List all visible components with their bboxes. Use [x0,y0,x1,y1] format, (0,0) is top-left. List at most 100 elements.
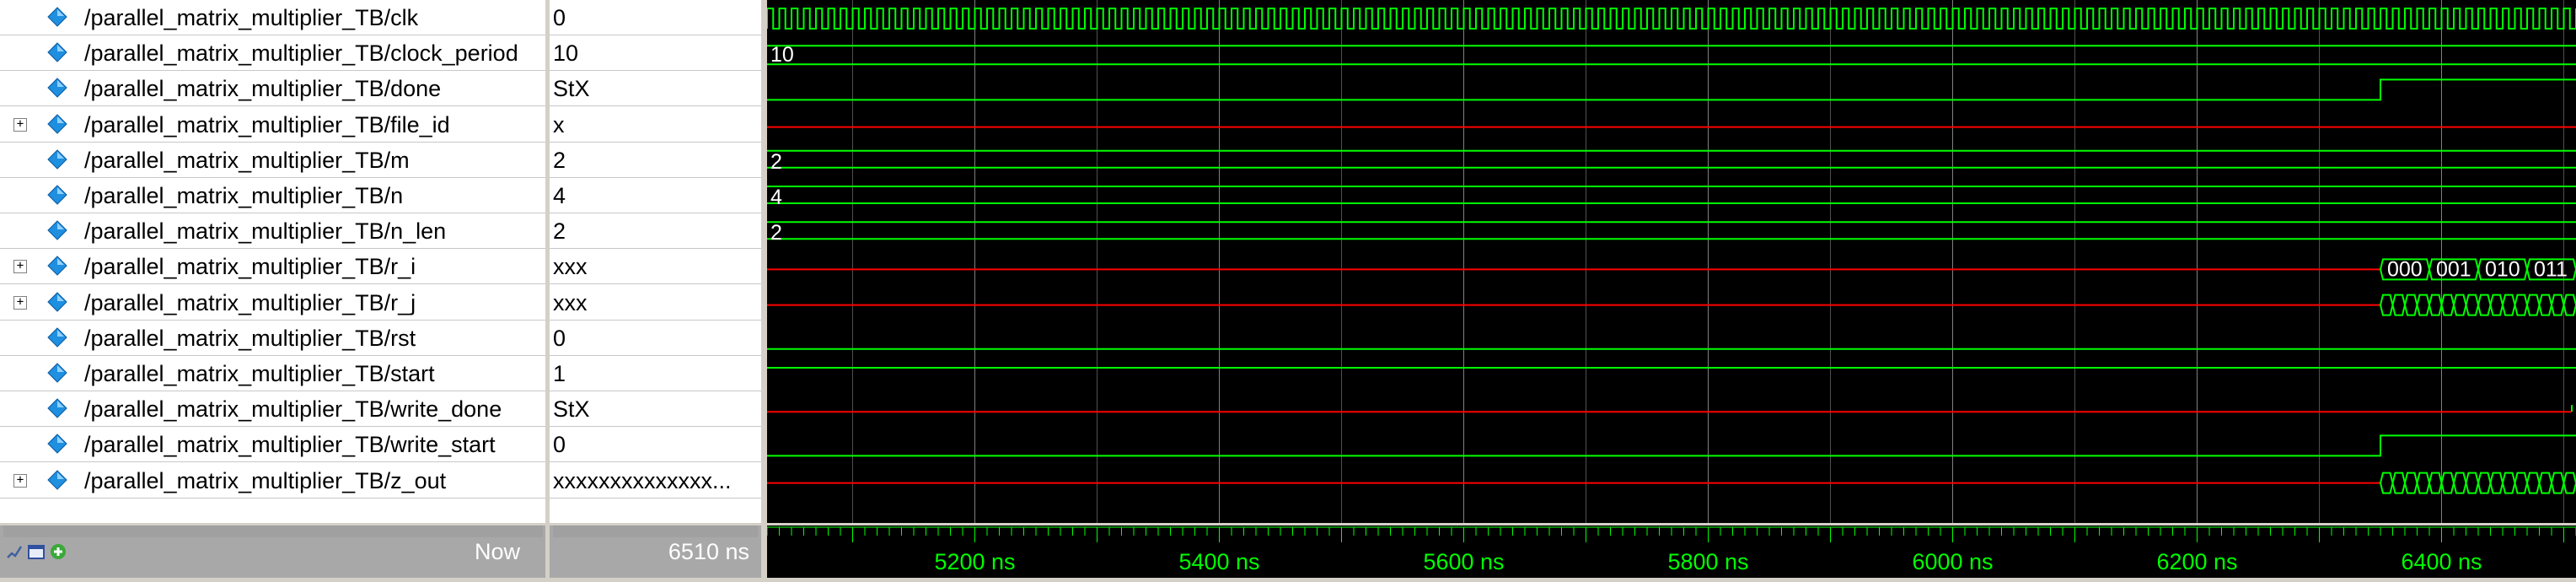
diamond-signal-icon [47,149,67,170]
signal-name[interactable]: /parallel_matrix_multiplier_TB/r_i [84,254,416,280]
value-row-z-out[interactable]: xxxxxxxxxxxxxx... [550,463,761,498]
ruler-tick-label: 5600 ns [1423,549,1504,574]
z-out-segment [2442,473,2455,493]
expand-plus-icon[interactable]: + [13,260,27,273]
value-row-n[interactable]: 4 [550,178,761,213]
diamond-signal-icon [47,363,67,383]
signal-name[interactable]: /parallel_matrix_multiplier_TB/clock_per… [84,40,518,67]
z-out-segment [2552,473,2564,493]
diamond-signal-icon [47,327,67,348]
value-row-r-j[interactable]: xxx [550,285,761,321]
value-row-clock-period[interactable]: 10 [550,35,761,71]
diamond-signal-icon [47,220,67,240]
clk-wave [767,8,2576,29]
signal-name-pane: /parallel_matrix_multiplier_TB/clk/paral… [0,0,545,523]
signal-name[interactable]: /parallel_matrix_multiplier_TB/done [84,76,441,102]
signal-value: StX [553,76,590,102]
toolbar-edit-icon[interactable] [5,542,24,561]
value-row-start[interactable]: 1 [550,356,761,391]
z-out-segment [2466,473,2479,493]
r-j-segment [2515,295,2528,315]
value-pane-scrollbar[interactable] [553,525,758,537]
ruler-tick-label: 5800 ns [1667,549,1748,574]
diamond-signal-icon [47,185,67,205]
r-i-value-label: 001 [2436,257,2471,281]
signal-name[interactable]: /parallel_matrix_multiplier_TB/write_don… [84,396,502,423]
value-row-r-i[interactable]: xxx [550,249,761,284]
n-label: 4 [770,186,782,209]
r-j-segment [2478,295,2491,315]
signal-name[interactable]: /parallel_matrix_multiplier_TB/z_out [84,468,446,494]
diamond-signal-icon [47,398,67,418]
signal-value: 0 [553,5,566,31]
signal-row-done[interactable]: /parallel_matrix_multiplier_TB/done [0,71,545,106]
signal-name[interactable]: /parallel_matrix_multiplier_TB/r_j [84,290,416,316]
signal-value: 10 [553,40,578,67]
signal-row-r-j[interactable]: + /parallel_matrix_multiplier_TB/r_j [0,285,545,321]
value-row-m[interactable]: 2 [550,143,761,178]
signal-row-start[interactable]: /parallel_matrix_multiplier_TB/start [0,356,545,391]
signal-row-n-len[interactable]: /parallel_matrix_multiplier_TB/n_len [0,213,545,249]
signal-row-write-done[interactable]: /parallel_matrix_multiplier_TB/write_don… [0,391,545,427]
signal-row-file-id[interactable]: + /parallel_matrix_multiplier_TB/file_id [0,107,545,143]
r-j-segment [2442,295,2455,315]
toolbar-add-icon[interactable] [49,542,67,561]
signal-name[interactable]: /parallel_matrix_multiplier_TB/write_sta… [84,432,496,458]
r-j-segment [2552,295,2564,315]
signal-value: 2 [553,218,566,245]
value-row-clk[interactable]: 0 [550,0,761,35]
diamond-signal-icon [47,7,67,27]
z-out-segment [2527,473,2540,493]
n-len-label: 2 [770,221,782,245]
signal-name[interactable]: /parallel_matrix_multiplier_TB/n [84,183,403,209]
signal-value: x [553,112,565,138]
signal-name[interactable]: /parallel_matrix_multiplier_TB/clk [84,5,418,31]
toolbar-window-icon[interactable] [27,542,46,561]
write-start-wave [767,435,2576,455]
diamond-signal-icon [47,256,67,276]
signal-row-rst[interactable]: /parallel_matrix_multiplier_TB/rst [0,321,545,356]
signal-name[interactable]: /parallel_matrix_multiplier_TB/file_id [84,112,450,138]
signal-row-clock-period[interactable]: /parallel_matrix_multiplier_TB/clock_per… [0,35,545,71]
signal-name[interactable]: /parallel_matrix_multiplier_TB/rst [84,326,416,352]
value-row-rst[interactable]: 0 [550,321,761,356]
signal-row-z-out[interactable]: + /parallel_matrix_multiplier_TB/z_out [0,463,545,498]
value-row-write-start[interactable]: 0 [550,427,761,462]
r-j-segment [2564,295,2576,315]
r-j-segment [2380,295,2393,315]
signal-name[interactable]: /parallel_matrix_multiplier_TB/start [84,361,435,387]
expand-plus-icon[interactable]: + [13,474,27,488]
signal-row-n[interactable]: /parallel_matrix_multiplier_TB/n [0,178,545,213]
value-row-file-id[interactable]: x [550,107,761,143]
diamond-signal-icon [47,42,67,62]
now-label: Now [475,539,520,565]
value-row-n-len[interactable]: 2 [550,213,761,249]
r-j-segment [2418,295,2430,315]
value-row-done[interactable]: StX [550,71,761,106]
pane-divider-right[interactable] [761,0,765,578]
clock-period-label: 10 [770,43,794,67]
r-i-value-label: 011 [2534,257,2568,281]
r-j-segment [2393,295,2406,315]
z-out-segment [2478,473,2491,493]
signal-name[interactable]: /parallel_matrix_multiplier_TB/n_len [84,218,446,245]
expand-plus-icon[interactable]: + [13,118,27,132]
signal-row-m[interactable]: /parallel_matrix_multiplier_TB/m [0,143,545,178]
z-out-segment [2491,473,2504,493]
now-time-value: 6510 ns [668,539,749,565]
signal-name[interactable]: /parallel_matrix_multiplier_TB/m [84,148,410,174]
signal-value: 0 [553,326,566,352]
signal-row-write-start[interactable]: /parallel_matrix_multiplier_TB/write_sta… [0,427,545,462]
signal-row-clk[interactable]: /parallel_matrix_multiplier_TB/clk [0,0,545,35]
r-j-segment [2454,295,2466,315]
expand-plus-icon[interactable]: + [13,296,27,310]
signal-row-r-i[interactable]: + /parallel_matrix_multiplier_TB/r_i [0,249,545,284]
value-row-write-done[interactable]: StX [550,391,761,427]
m-label: 2 [770,150,782,174]
signal-pane-scrollbar[interactable] [3,525,543,537]
